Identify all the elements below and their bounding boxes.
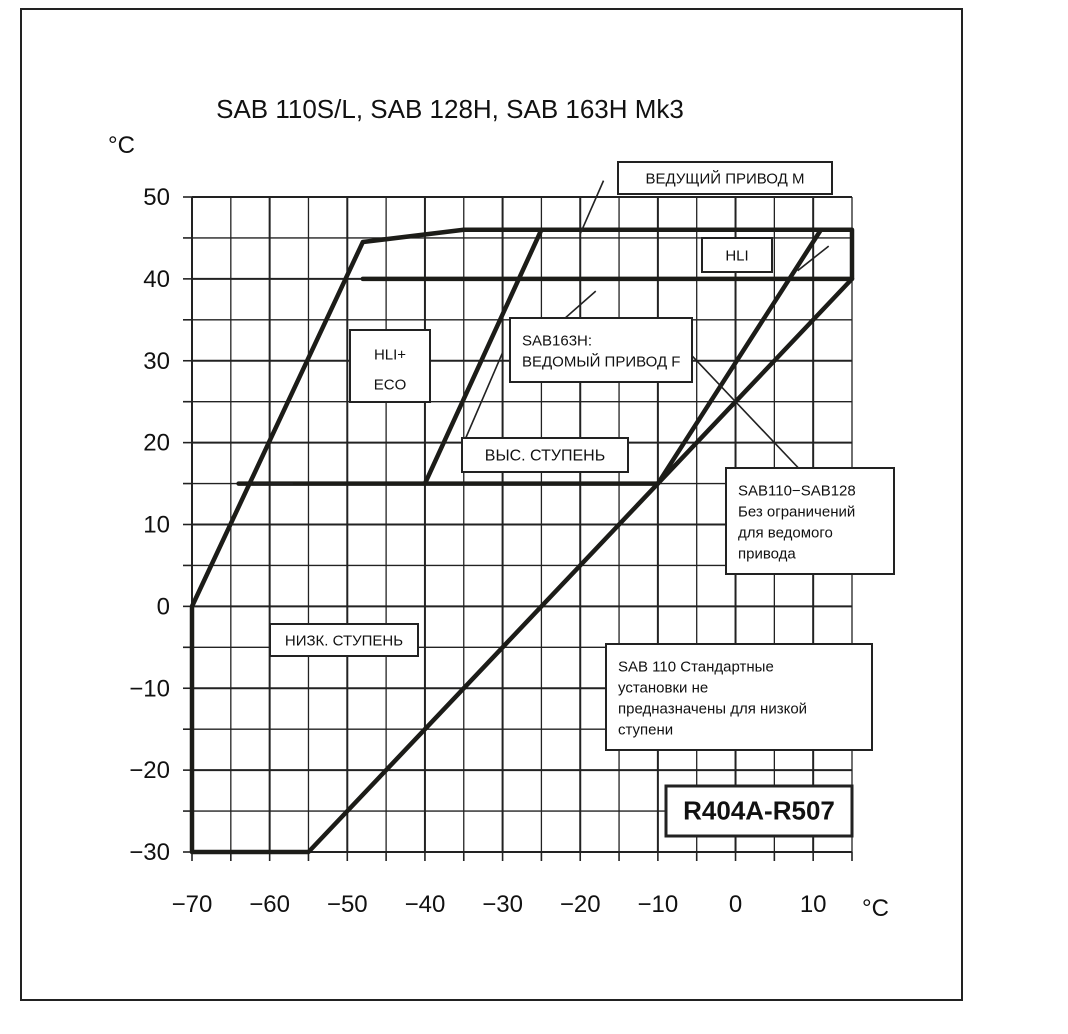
x-tick-label: −60 bbox=[249, 891, 290, 918]
x-tick-label: −50 bbox=[327, 891, 368, 918]
annotation-low-stage: НИЗК. СТУПЕНЬ bbox=[269, 623, 419, 657]
y-axis-label: °C bbox=[108, 132, 135, 159]
x-tick-label: 10 bbox=[800, 891, 827, 918]
annotation-text: ВЫС. СТУПЕНЬ bbox=[485, 448, 605, 465]
annotation-box bbox=[605, 643, 873, 751]
series-line-5 bbox=[655, 227, 824, 486]
annotation-sab110-std: SAB 110 Стандартные установки не предназна… bbox=[605, 643, 873, 751]
annotation-text: ВЕДОМЫЙ ПРИВОД F bbox=[522, 352, 680, 370]
annotation-text: привода bbox=[738, 545, 796, 562]
annotation-box bbox=[725, 467, 895, 575]
chart: −70 −60 −50 −40 −30 −20 −10 0 10 50 40 30 20 10 0 −10 −2… bbox=[108, 94, 895, 922]
annotations: ВЕДУЩИЙ ПРИВОД М HLI HLI+ ECO SAB163H: ВЕДОМЫ… bbox=[269, 161, 895, 838]
annotation-text: R404A-R507 bbox=[683, 795, 835, 825]
annotation-box bbox=[461, 437, 629, 473]
x-tick-label: 0 bbox=[729, 891, 742, 918]
annotation-text: ECO bbox=[374, 376, 407, 393]
leader-line bbox=[579, 180, 605, 235]
annotation-box bbox=[617, 161, 833, 195]
annotation-text: предназначены для низкой bbox=[618, 700, 807, 717]
x-tick-label: −30 bbox=[482, 891, 523, 918]
y-tick-label: −30 bbox=[129, 839, 170, 866]
y-tick-label: 0 bbox=[157, 593, 170, 620]
annotation-box bbox=[509, 317, 693, 383]
annotation-sab110-128: SAB110−SAB128 Без ограничений для ведомого… bbox=[725, 467, 895, 575]
series-layer bbox=[189, 227, 855, 855]
y-tick-label: 20 bbox=[143, 430, 170, 457]
chart-title: SAB 110S/L, SAB 128H, SAB 163H Mk3 bbox=[216, 94, 684, 124]
annotation-text: НИЗК. СТУПЕНЬ bbox=[285, 632, 403, 649]
annotation-hli: HLI bbox=[701, 237, 773, 273]
annotation-text: HLI+ bbox=[374, 346, 406, 363]
chart-frame: −70 −60 −50 −40 −30 −20 −10 0 10 50 40 30 20 10 0 −10 −2… bbox=[20, 8, 963, 1001]
annotation-refrigerant: R404A-R507 bbox=[664, 784, 854, 838]
x-tick-label: −70 bbox=[172, 891, 213, 918]
y-tick-label: −20 bbox=[129, 757, 170, 784]
annotation-text: SAB110−SAB128 bbox=[738, 482, 856, 499]
x-axis-label: °C bbox=[862, 895, 889, 922]
annotation-box bbox=[269, 623, 419, 657]
tick-labels: −70 −60 −50 −40 −30 −20 −10 0 10 50 40 30 20 10 0 −10 −2… bbox=[129, 184, 826, 918]
y-tick-label: −10 bbox=[129, 675, 170, 702]
series-line-4 bbox=[422, 227, 544, 486]
leader-line bbox=[797, 245, 830, 272]
x-tick-label: −40 bbox=[405, 891, 446, 918]
annotation-text: ступени bbox=[618, 721, 673, 738]
x-tick-label: −20 bbox=[560, 891, 601, 918]
leader-line bbox=[463, 352, 504, 443]
y-tick-label: 10 bbox=[143, 512, 170, 539]
annotation-text: SAB163H: bbox=[522, 332, 592, 349]
y-tick-label: 30 bbox=[143, 348, 170, 375]
annotation-driving: ВЕДУЩИЙ ПРИВОД М bbox=[617, 161, 833, 195]
annotation-sab163h: SAB163H: ВЕДОМЫЙ ПРИВОД F bbox=[509, 317, 693, 383]
annotation-box bbox=[349, 329, 431, 403]
x-tick-label: −10 bbox=[638, 891, 679, 918]
y-tick-label: 50 bbox=[143, 184, 170, 211]
annotation-text: установки не bbox=[618, 679, 708, 696]
annotation-text: Без ограничений bbox=[738, 503, 855, 520]
annotation-box bbox=[701, 237, 773, 273]
annotation-text: HLI bbox=[725, 247, 748, 264]
annotation-high-stage: ВЫС. СТУПЕНЬ bbox=[461, 437, 629, 473]
annotation-text: SAB 110 Стандартные bbox=[618, 658, 774, 675]
annotation-text: ВЕДУЩИЙ ПРИВОД М bbox=[646, 169, 805, 187]
annotation-text: для ведомого bbox=[738, 524, 833, 541]
y-tick-label: 40 bbox=[143, 266, 170, 293]
annotation-hli-eco: HLI+ ECO bbox=[349, 329, 431, 403]
annotation-box bbox=[664, 784, 854, 838]
